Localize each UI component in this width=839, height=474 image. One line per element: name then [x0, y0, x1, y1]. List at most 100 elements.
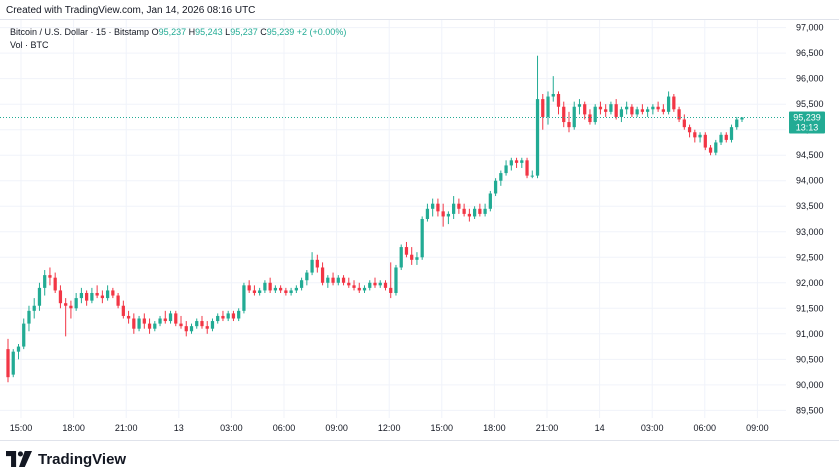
candle-body — [79, 292, 84, 299]
candle-body — [598, 106, 603, 110]
candle-body — [672, 96, 676, 110]
tradingview-logo-icon — [6, 451, 32, 467]
candle-body — [258, 290, 262, 293]
candle-body — [205, 326, 209, 329]
candle-body — [562, 106, 566, 123]
y-tick-label: 91,000 — [796, 329, 824, 339]
volume-label: Vol · BTC — [10, 40, 49, 50]
candle-body — [740, 117, 744, 120]
candle-body — [425, 208, 430, 219]
candle-body — [399, 247, 403, 268]
candle-body — [630, 106, 634, 115]
candle-body — [504, 165, 508, 174]
legend-high-value: 95,243 — [195, 27, 223, 37]
candle-body — [520, 160, 524, 163]
candle-body — [499, 173, 503, 181]
y-tick-label: 94,000 — [796, 176, 824, 186]
candle-body — [284, 290, 288, 293]
x-tick-label: 18:00 — [62, 423, 85, 433]
candle-body — [179, 323, 183, 327]
candle-body — [168, 313, 173, 322]
candle-body — [341, 277, 346, 283]
candle-body — [37, 287, 42, 306]
candle-body — [69, 305, 73, 309]
x-tick-label: 06:00 — [273, 423, 296, 433]
candle-body — [530, 175, 534, 177]
candle-body — [682, 119, 686, 128]
candle-body — [572, 106, 576, 128]
candle-body — [708, 147, 713, 153]
candle-body — [698, 134, 702, 138]
candle-body — [184, 326, 188, 332]
candle-body — [609, 104, 613, 112]
legend-close-key: C — [260, 27, 267, 37]
y-tick-label: 97,000 — [796, 23, 824, 33]
candle-body — [693, 132, 697, 138]
candle-body — [279, 287, 283, 291]
last-price-value: 95,239 — [793, 113, 821, 123]
legend-open-value: 95,237 — [158, 27, 187, 37]
candle-body — [85, 292, 89, 301]
candle-body — [310, 259, 314, 273]
y-tick-label: 96,000 — [796, 74, 824, 84]
candle-body — [394, 267, 398, 293]
y-tick-label: 92,000 — [796, 278, 824, 288]
candle-body — [320, 267, 325, 283]
candle-body — [593, 106, 597, 123]
candle-body — [583, 104, 587, 115]
last-price-badge — [789, 111, 825, 134]
candle-body — [126, 315, 131, 319]
x-tick-label: 21:00 — [536, 423, 559, 433]
y-tick-label: 93,500 — [796, 201, 824, 211]
x-tick-label: 03:00 — [641, 423, 664, 433]
candle-body — [200, 321, 204, 327]
candle-body — [514, 160, 519, 163]
x-tick-label: 21:00 — [115, 423, 138, 433]
candle-body — [100, 295, 104, 299]
candle-body — [95, 292, 99, 296]
candle-body — [90, 292, 94, 301]
candle-body — [472, 208, 477, 217]
candle-body — [604, 109, 608, 112]
candle-body — [640, 109, 645, 112]
y-tick-label: 94,500 — [796, 150, 824, 160]
x-tick-label: 06:00 — [694, 423, 717, 433]
candle-body — [677, 109, 681, 120]
candle-body — [121, 305, 125, 316]
y-tick-label: 96,500 — [796, 48, 824, 58]
candle-body — [216, 315, 220, 322]
candle-body — [646, 109, 650, 112]
candle-body — [541, 99, 545, 117]
candle-body — [111, 290, 115, 296]
legend-change: +2 (+0.00%) — [296, 27, 347, 37]
candle-body — [410, 254, 414, 260]
candle-body — [362, 287, 367, 291]
candle-body — [273, 287, 278, 291]
candle-body — [373, 282, 377, 286]
candle-body — [16, 346, 21, 352]
candle-body — [231, 313, 236, 319]
header-bar: Created with TradingView.com, Jan 14, 20… — [0, 0, 839, 20]
x-tick-label: 18:00 — [483, 423, 506, 433]
chart-frame[interactable] — [0, 19, 839, 441]
candle-body — [483, 208, 487, 214]
candle-body — [221, 315, 225, 319]
candle-body — [22, 323, 26, 347]
legend-high-key: H — [188, 27, 196, 37]
candle-body — [420, 219, 424, 258]
candle-body — [357, 287, 361, 291]
candle-body — [195, 321, 199, 327]
candle-body — [719, 134, 723, 143]
candle-body — [714, 142, 718, 153]
candle-body — [48, 275, 52, 278]
candle-body — [467, 213, 471, 217]
candle-body — [635, 109, 639, 115]
candle-body — [551, 93, 555, 97]
candle-body — [509, 160, 513, 166]
candle-body — [237, 310, 241, 319]
candle-body — [43, 275, 47, 288]
candle-body — [252, 290, 257, 293]
y-tick-label: 90,000 — [796, 380, 824, 390]
candle-body — [577, 104, 582, 107]
